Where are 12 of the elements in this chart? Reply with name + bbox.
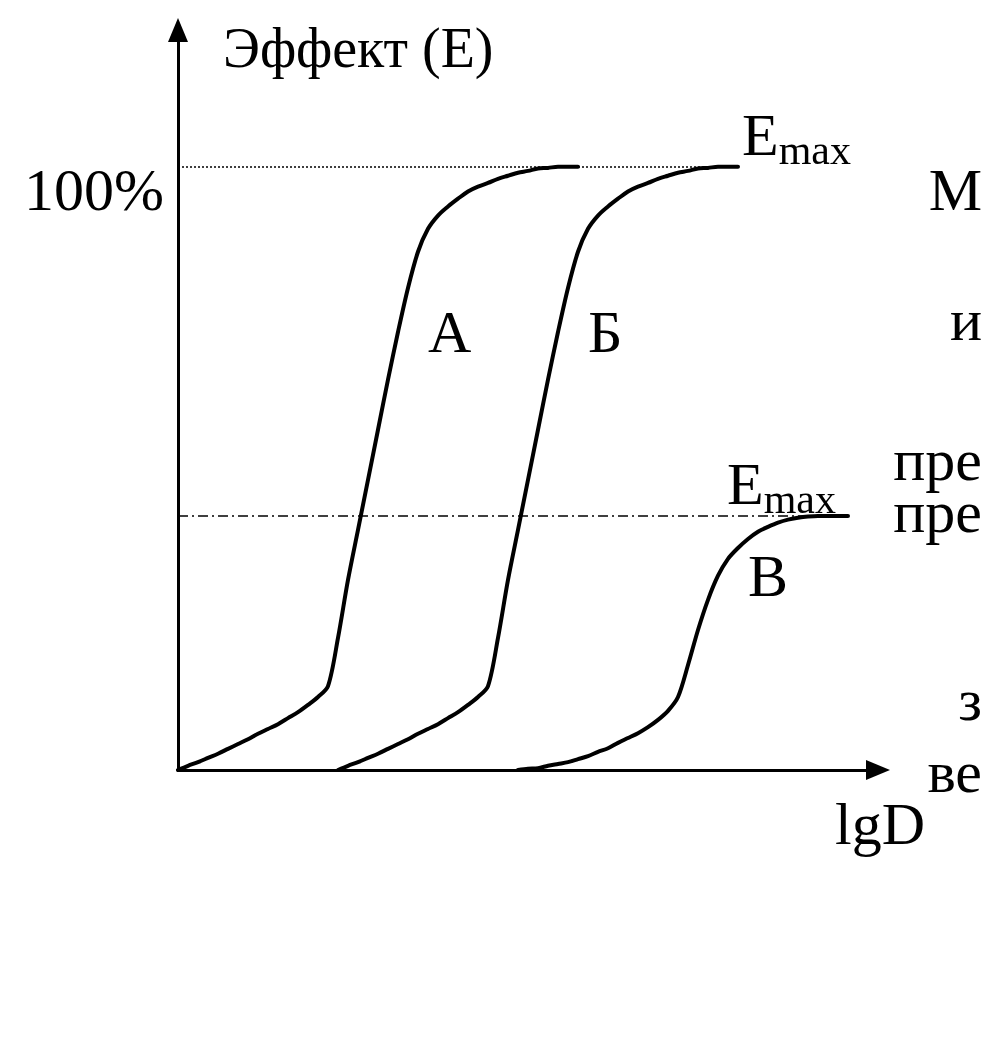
series-label: В	[748, 542, 789, 609]
text: з	[958, 667, 982, 733]
x-axis-title: lgD	[835, 791, 925, 857]
text: и	[949, 287, 982, 353]
series-label: Б	[588, 299, 623, 365]
text: М	[928, 157, 982, 223]
series-label: А	[428, 299, 472, 365]
text: ве	[927, 739, 982, 805]
ref-line-label: E$_{max}$	[727, 451, 836, 523]
ref-line-label: E$_{max}$	[742, 101, 851, 173]
y-axis-title: Эффект (E)	[223, 17, 494, 80]
text: 100%	[24, 157, 164, 223]
